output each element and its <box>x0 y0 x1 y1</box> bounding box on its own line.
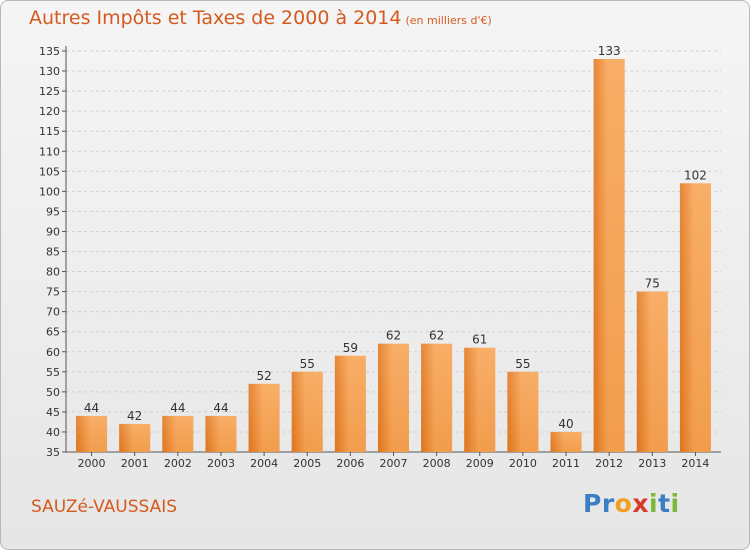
bar-shade <box>550 431 582 452</box>
x-tick-label: 2002 <box>164 457 192 470</box>
chart-unit: (en milliers d'€) <box>405 14 492 27</box>
proxiti-logo: Proxiti <box>583 489 680 518</box>
x-tick-label: 2003 <box>207 457 235 470</box>
data-label: 52 <box>256 369 271 383</box>
x-tick-label: 2008 <box>423 457 451 470</box>
y-tick-label: 125 <box>39 85 60 98</box>
y-tick-label: 95 <box>46 205 60 218</box>
y-tick-label: 40 <box>46 426 60 439</box>
y-tick-label: 55 <box>46 366 60 379</box>
data-label: 62 <box>429 329 444 343</box>
logo-letter: i <box>670 489 680 518</box>
chart-title-text: Autres Impôts et Taxes de 2000 à 2014 <box>29 7 402 29</box>
y-tick-label: 60 <box>46 346 60 359</box>
x-tick-label: 2011 <box>552 457 580 470</box>
x-tick-label: 2005 <box>293 457 321 470</box>
bar-shade <box>593 59 625 453</box>
bar-shade <box>119 423 151 452</box>
y-tick-label: 50 <box>46 386 60 399</box>
x-tick-label: 2006 <box>336 457 364 470</box>
bar-shade <box>248 383 280 452</box>
bar-shade <box>464 347 496 452</box>
y-tick-label: 135 <box>39 45 60 58</box>
logo-letter: x <box>632 489 649 518</box>
logo-letter: r <box>601 489 615 518</box>
commune-name: SAUZé-VAUSSAIS <box>31 497 178 517</box>
y-tick-label: 120 <box>39 105 60 118</box>
data-label: 55 <box>515 357 530 371</box>
y-tick-label: 110 <box>39 145 60 158</box>
bar-shade <box>679 183 711 452</box>
bar-shade <box>76 415 108 452</box>
bar-shade <box>205 415 237 452</box>
bar-shade <box>421 343 453 452</box>
logo-letter: P <box>583 489 602 518</box>
data-label: 44 <box>213 401 228 415</box>
logo-letter: t <box>658 489 671 518</box>
data-label: 133 <box>598 44 621 58</box>
data-label: 44 <box>84 401 99 415</box>
bar-shade <box>334 355 366 452</box>
data-label: 40 <box>558 417 573 431</box>
y-tick-label: 70 <box>46 306 60 319</box>
data-label: 55 <box>300 357 315 371</box>
chart-title: Autres Impôts et Taxes de 2000 à 2014 (en… <box>29 7 492 29</box>
x-tick-label: 2009 <box>466 457 494 470</box>
x-tick-label: 2013 <box>638 457 666 470</box>
x-tick-label: 2012 <box>595 457 623 470</box>
data-label: 44 <box>170 401 185 415</box>
logo-letter: i <box>649 489 659 518</box>
data-label: 102 <box>684 168 707 182</box>
x-tick-label: 2004 <box>250 457 278 470</box>
y-tick-label: 80 <box>46 266 60 279</box>
bar-shade <box>507 371 539 452</box>
y-tick-label: 45 <box>46 406 60 419</box>
y-tick-label: 65 <box>46 326 60 339</box>
bar-shade <box>378 343 409 452</box>
y-tick-label: 35 <box>46 446 60 459</box>
x-tick-label: 2010 <box>509 457 537 470</box>
bar-shade <box>291 371 323 452</box>
y-tick-label: 85 <box>46 246 60 259</box>
y-tick-label: 115 <box>39 125 60 138</box>
y-tick-label: 100 <box>39 185 60 198</box>
bar-shade <box>162 415 194 452</box>
data-label: 61 <box>472 333 487 347</box>
y-tick-label: 75 <box>46 286 60 299</box>
data-label: 75 <box>645 277 660 291</box>
logo-letter: o <box>614 489 633 518</box>
x-tick-label: 2014 <box>681 457 709 470</box>
x-tick-label: 2007 <box>380 457 408 470</box>
y-tick-label: 105 <box>39 165 60 178</box>
data-label: 62 <box>386 329 401 343</box>
y-tick-label: 90 <box>46 225 60 238</box>
bar-shade <box>636 291 668 452</box>
data-label: 59 <box>343 341 358 355</box>
x-tick-label: 2000 <box>78 457 106 470</box>
x-tick-label: 2001 <box>121 457 149 470</box>
data-label: 42 <box>127 409 142 423</box>
y-tick-label: 130 <box>39 65 60 78</box>
